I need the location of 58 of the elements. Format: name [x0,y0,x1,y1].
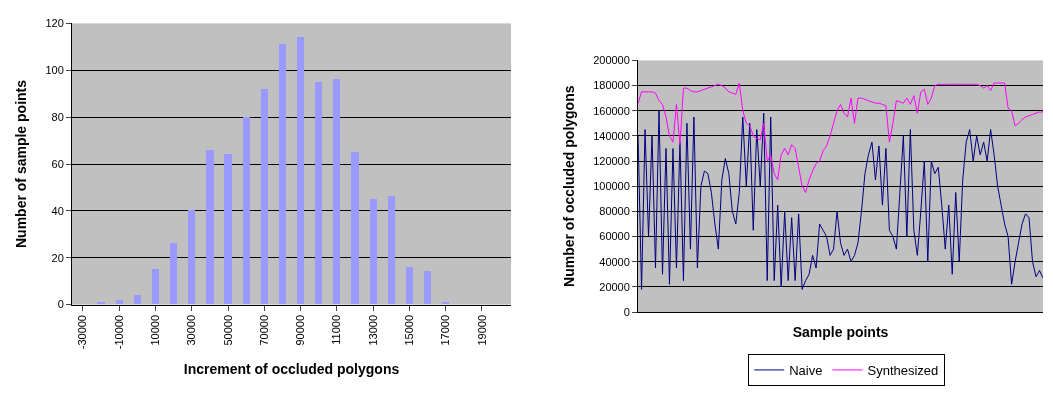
y-tick-label: 0 [57,298,64,311]
bar [260,89,268,305]
bar [314,82,322,305]
bar [223,154,232,305]
y-tick-label: 200000 [593,54,630,67]
line-series [638,110,1043,290]
y-tick-label: 100 [45,64,64,77]
y-tick-label: 180000 [593,79,630,92]
bar [169,243,177,305]
legend-label: Naive [789,363,823,379]
x-tick-label: 11000 [330,315,343,345]
y-tick-label: 0 [623,305,630,318]
x-tick-label: -10000 [112,315,125,350]
bar [405,267,413,305]
y-tick-label: 60 [51,157,64,170]
x-tick-label: 13000 [366,315,379,346]
bar [242,117,250,305]
bar [423,271,431,305]
bar [441,302,449,305]
x-tick-label: 10000 [149,315,161,346]
bar [205,150,214,305]
bar [151,269,159,305]
y-tick-label: 120000 [593,154,630,167]
legend-label: Synthesized [867,363,939,379]
bar [369,199,377,305]
y-tick-label: 100000 [593,180,630,193]
x-tick-label: 50000 [221,315,234,346]
x-axis-title: Increment of occluded polygons [183,360,400,377]
x-tick-label: 19000 [475,315,488,346]
bar [96,302,105,305]
line-series [638,82,1043,193]
y-axis-title: Number of sample points [13,79,30,249]
x-tick-label: 90000 [294,315,307,346]
bar [133,295,141,305]
bar [350,152,359,305]
y-tick-label: 120 [45,17,64,30]
y-tick-label: 60000 [599,230,630,243]
y-tick-label: 160000 [593,104,630,117]
y-tick-label: 40000 [599,255,630,268]
x-tick-label: 15000 [402,315,415,346]
y-tick-label: 20000 [599,280,630,293]
bar [332,79,340,305]
y-tick-label: 140000 [593,129,630,142]
y-tick-label: 40 [51,204,64,217]
x-tick-label: 17000 [439,315,452,346]
bar [278,44,286,305]
bar [187,210,195,305]
x-tick-label: 30000 [185,315,198,346]
x-axis-title: Sample points [792,324,889,341]
y-axis-title: Number of occluded polygons [560,85,577,287]
bar [296,37,304,305]
y-tick-label: 80000 [599,205,630,218]
y-tick-label: 20 [51,251,64,264]
y-tick-label: 80 [51,110,64,123]
bar [115,300,123,305]
x-tick-label: 70000 [257,315,270,346]
x-tick-label: -30000 [76,315,89,350]
bar [387,196,395,305]
